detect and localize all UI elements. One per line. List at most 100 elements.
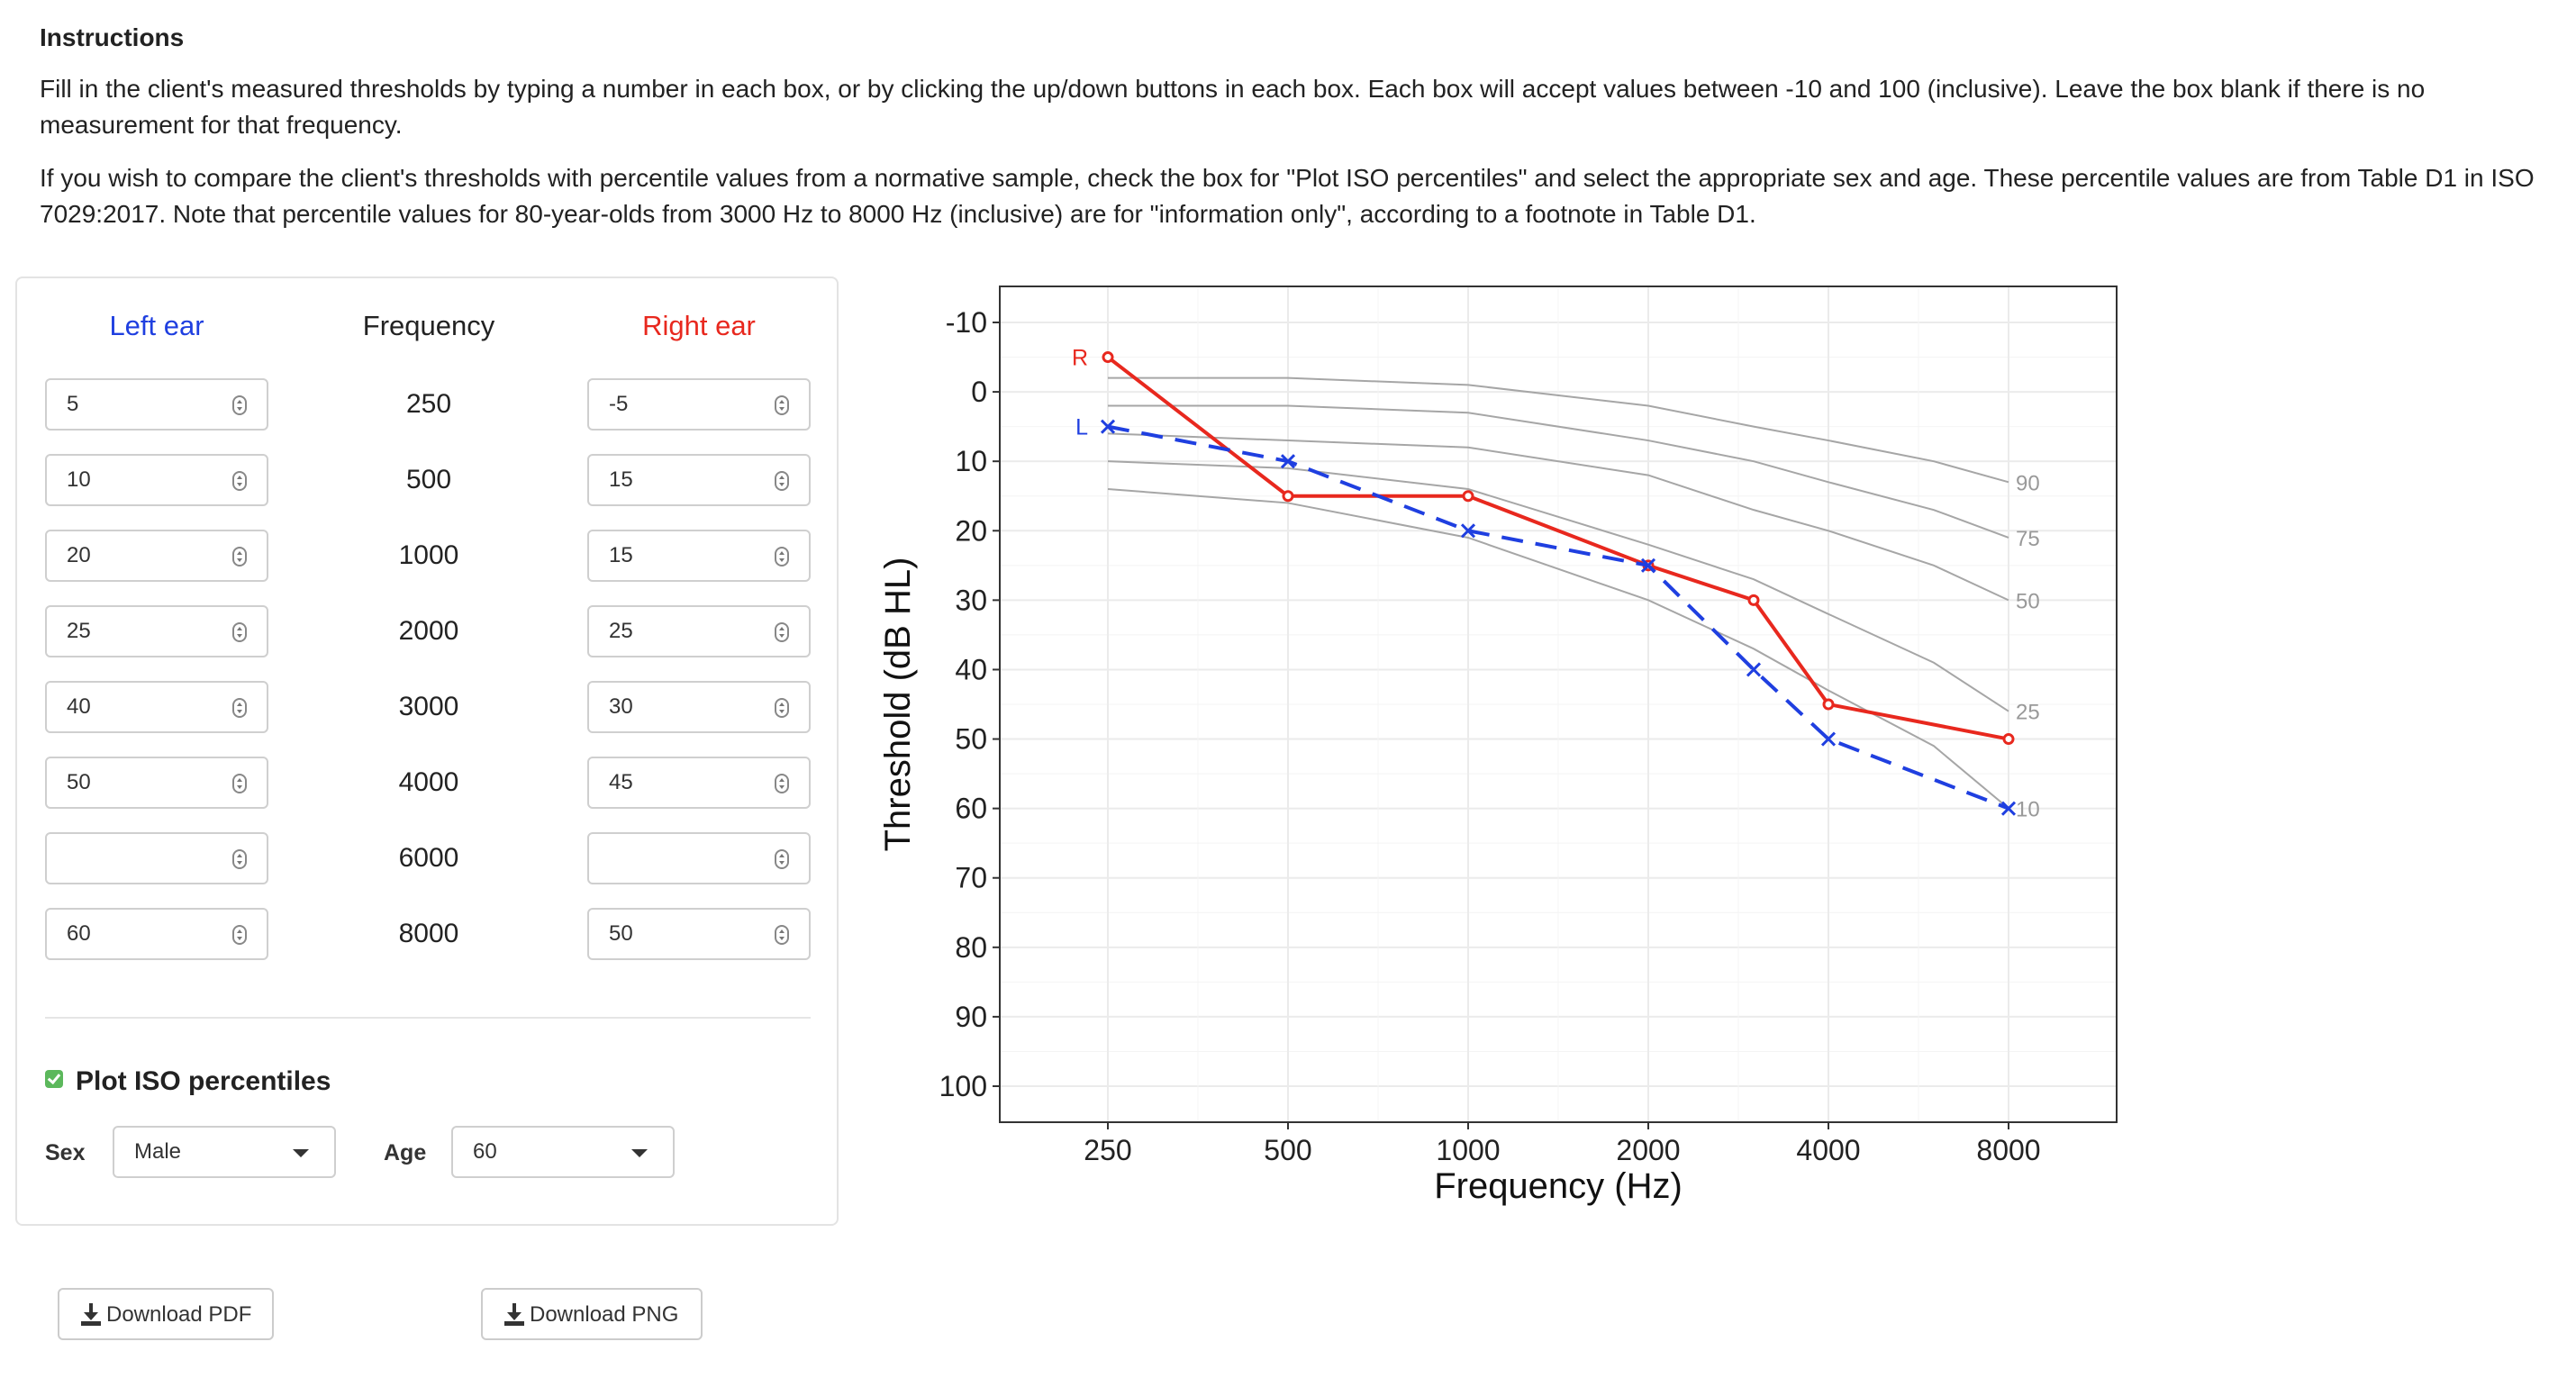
right-ear-point xyxy=(1822,698,1835,711)
y-tick-label: 30 xyxy=(955,584,987,616)
right-ear-threshold-value: 15 xyxy=(609,543,633,567)
left-ear-threshold-value: 60 xyxy=(67,921,91,946)
download-png-label: Download PNG xyxy=(530,1302,679,1327)
right-ear-threshold-value: 50 xyxy=(609,921,633,946)
instructions-paragraph-1: Fill in the client's measured thresholds… xyxy=(40,75,2426,139)
right-ear-threshold-value: 15 xyxy=(609,467,633,492)
spinner-icon[interactable] xyxy=(775,849,789,869)
frequency-label: 250 xyxy=(405,389,452,419)
frequency-label: 500 xyxy=(405,465,452,494)
spinner-icon[interactable] xyxy=(232,698,247,718)
y-tick-label: 100 xyxy=(939,1070,987,1102)
right-ear-point xyxy=(1747,594,1760,606)
left-ear-threshold-input[interactable]: 40 xyxy=(45,681,268,733)
spinner-icon[interactable] xyxy=(232,395,247,415)
left-ear-point xyxy=(1640,558,1656,573)
x-tick-label: 500 xyxy=(1264,1134,1311,1166)
right-ear-threshold-input[interactable]: 15 xyxy=(587,530,811,582)
frequency-header: Frequency xyxy=(362,310,495,341)
right-ear-threshold-input[interactable]: -5 xyxy=(587,378,811,431)
download-png-button[interactable]: Download PNG xyxy=(481,1288,703,1340)
left-ear-point xyxy=(1746,662,1762,677)
spinner-icon[interactable] xyxy=(232,774,247,793)
left-ear-marker-label: L xyxy=(1075,415,1088,440)
left-ear-threshold-value: 20 xyxy=(67,543,91,567)
right-ear-threshold-value: 25 xyxy=(609,619,633,643)
right-ear-point xyxy=(1462,490,1474,503)
spinner-icon[interactable] xyxy=(775,471,789,491)
percentile-label-90: 90 xyxy=(2016,471,2040,495)
download-icon xyxy=(81,1303,101,1326)
right-ear-threshold-input[interactable]: 50 xyxy=(587,908,811,960)
right-ear-threshold-input[interactable]: 30 xyxy=(587,681,811,733)
left-ear-threshold-input[interactable]: 60 xyxy=(45,908,268,960)
spinner-icon[interactable] xyxy=(775,774,789,793)
y-tick-label: 60 xyxy=(955,793,987,825)
panel-divider xyxy=(45,1017,811,1019)
percentile-line-75 xyxy=(1108,404,2009,539)
sex-select[interactable]: Male xyxy=(113,1126,336,1178)
left-ear-threshold-input[interactable]: 50 xyxy=(45,757,268,809)
left-ear-threshold-value: 40 xyxy=(67,694,91,719)
age-label: Age xyxy=(384,1140,427,1165)
right-ear-threshold-value: -5 xyxy=(609,392,629,416)
left-ear-threshold-input[interactable]: 25 xyxy=(45,605,268,657)
left-ear-point xyxy=(1100,419,1116,434)
download-pdf-button[interactable]: Download PDF xyxy=(58,1288,274,1340)
spinner-icon[interactable] xyxy=(232,622,247,642)
frequency-label: 1000 xyxy=(398,540,459,570)
spinner-icon[interactable] xyxy=(775,925,789,945)
left-ear-threshold-input[interactable]: 5 xyxy=(45,378,268,431)
x-tick-label: 250 xyxy=(1084,1134,1131,1166)
y-tick-label: 40 xyxy=(955,653,987,685)
download-icon xyxy=(504,1303,524,1326)
left-ear-threshold-input[interactable]: 20 xyxy=(45,530,268,582)
y-tick-label: 70 xyxy=(955,862,987,894)
spinner-icon[interactable] xyxy=(232,925,247,945)
percentile-line-50 xyxy=(1107,432,2009,602)
y-tick-label: 10 xyxy=(955,445,987,477)
left-ear-threshold-input[interactable] xyxy=(45,832,268,884)
age-select-value: 60 xyxy=(473,1139,497,1164)
left-ear-point xyxy=(1820,731,1837,747)
left-ear-header: Left ear xyxy=(109,310,204,341)
frequency-label: 3000 xyxy=(398,692,459,721)
frequency-label: 2000 xyxy=(398,616,459,646)
plot-iso-percentiles-checkbox[interactable] xyxy=(45,1070,63,1088)
left-ear-threshold-input[interactable]: 10 xyxy=(45,454,268,506)
spinner-icon[interactable] xyxy=(775,622,789,642)
y-tick-label: 20 xyxy=(955,514,987,547)
right-ear-threshold-input[interactable]: 25 xyxy=(587,605,811,657)
spinner-icon[interactable] xyxy=(232,849,247,869)
x-tick-label: 4000 xyxy=(1796,1134,1860,1166)
left-ear-point xyxy=(2000,801,2017,816)
download-pdf-label: Download PDF xyxy=(106,1302,252,1327)
right-ear-threshold-input[interactable]: 15 xyxy=(587,454,811,506)
x-tick-label: 2000 xyxy=(1616,1134,1680,1166)
right-ear-threshold-input[interactable]: 45 xyxy=(587,757,811,809)
plot-iso-percentiles-label: Plot ISO percentiles xyxy=(76,1066,331,1096)
x-tick-label: 1000 xyxy=(1436,1134,1500,1166)
left-ear-point xyxy=(1460,523,1476,539)
right-ear-threshold-value: 30 xyxy=(609,694,633,719)
right-ear-point xyxy=(1282,490,1294,503)
spinner-icon[interactable] xyxy=(232,547,247,567)
right-ear-threshold-input[interactable] xyxy=(587,832,811,884)
chevron-down-icon xyxy=(631,1149,648,1157)
percentile-label-50: 50 xyxy=(2016,589,2040,613)
spinner-icon[interactable] xyxy=(775,547,789,567)
frequency-label: 4000 xyxy=(398,767,459,797)
spinner-icon[interactable] xyxy=(775,395,789,415)
left-ear-threshold-value: 25 xyxy=(67,619,91,643)
instructions-paragraph-2: If you wish to compare the client's thre… xyxy=(40,164,2535,228)
right-ear-point xyxy=(1102,351,1114,364)
left-ear-threshold-value: 10 xyxy=(67,467,91,492)
threshold-input-panel xyxy=(15,277,839,1226)
spinner-icon[interactable] xyxy=(775,698,789,718)
age-select[interactable]: 60 xyxy=(451,1126,675,1178)
spinner-icon[interactable] xyxy=(232,471,247,491)
percentile-label-10: 10 xyxy=(2016,798,2040,822)
y-tick-label: 80 xyxy=(955,931,987,964)
x-axis-title: Frequency (Hz) xyxy=(1434,1166,1683,1206)
left-ear-point xyxy=(1280,454,1296,469)
